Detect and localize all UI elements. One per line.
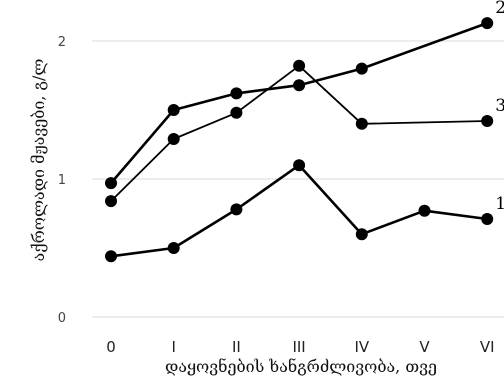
data-point-series-2 — [355, 62, 368, 75]
x-tick-label: IV — [354, 338, 369, 356]
series-label-2: 2 — [495, 0, 504, 18]
data-point-series-1 — [293, 159, 306, 172]
data-point-series-2 — [481, 17, 494, 30]
data-point-series-1 — [481, 213, 494, 225]
data-point-series-2 — [167, 104, 180, 116]
data-point-series-3 — [167, 133, 180, 145]
x-tick-label: V — [419, 338, 430, 356]
x-tick-label: I — [171, 338, 175, 356]
x-tick-labels: 0 I II III IV V VI — [106, 338, 494, 356]
data-point-series-1 — [167, 242, 180, 254]
data-point-series-3 — [355, 117, 368, 130]
data-point-series-3 — [230, 106, 243, 119]
data-point-series-2 — [230, 87, 243, 100]
series-line-2 — [110, 21, 488, 184]
x-axis-label: დაყოვნების ხანგრძლივობა, თვე — [165, 357, 437, 376]
y-tick-label: 0 — [58, 311, 66, 326]
data-point-series-1 — [230, 203, 243, 216]
data-point-series-3 — [481, 115, 494, 127]
x-tick-label: II — [232, 338, 241, 356]
data-point-series-3 — [105, 195, 117, 208]
data-point-series-1 — [418, 204, 431, 217]
x-tick-label: III — [292, 338, 305, 356]
data-points — [105, 17, 494, 263]
data-point-series-2 — [293, 79, 306, 92]
series-label-3: 3 — [495, 96, 504, 116]
data-point-series-2 — [105, 177, 117, 190]
series-label-1: 1 — [495, 194, 504, 214]
series-line-3 — [110, 64, 488, 202]
data-point-series-1 — [355, 228, 368, 241]
data-point-series-3 — [293, 59, 306, 72]
y-tick-labels: 0 1 2 — [58, 35, 66, 326]
series-labels: 1 2 3 — [495, 0, 504, 214]
data-point-series-1 — [105, 250, 117, 263]
y-axis-label: აქროლადი მჟავები, გ/ლ — [29, 59, 48, 262]
y-tick-label: 1 — [58, 173, 66, 188]
y-tick-label: 2 — [58, 35, 66, 50]
x-tick-label: VI — [480, 338, 495, 356]
x-tick-label: 0 — [106, 338, 116, 356]
series-lines — [110, 21, 488, 258]
